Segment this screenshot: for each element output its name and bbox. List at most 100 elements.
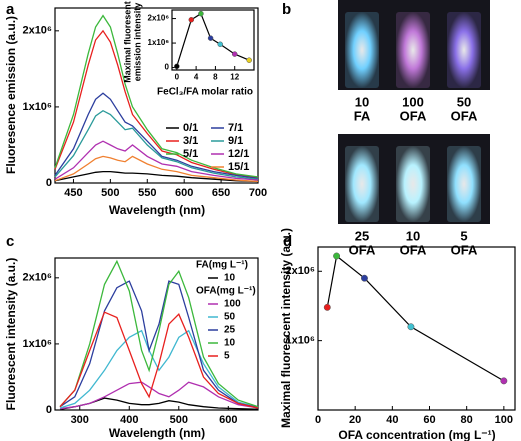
x-tick-label: 700 (249, 187, 267, 199)
x-tick-label: 600 (175, 187, 193, 199)
point (407, 323, 415, 331)
x-tick-label: 60 (423, 414, 435, 426)
y-tick-label: 1x10⁶ (148, 38, 170, 47)
x-axis-label: Wavelength (nm) (109, 203, 205, 217)
series-line (59, 280, 259, 409)
legend-label: 0/1 (183, 122, 198, 134)
legend-label: 25 (224, 325, 236, 336)
point (188, 17, 195, 23)
point (174, 63, 180, 70)
plot-frame (171, 9, 255, 71)
y-tick-label: 0 (46, 404, 52, 416)
plot-frame (54, 257, 259, 411)
y-axis-label: Fluorescent intensity (a.u.) (4, 258, 18, 411)
cuvette (447, 146, 481, 222)
y-tick-label: 2x10⁶ (22, 25, 52, 37)
inset-y-label: emission intensity (132, 3, 142, 82)
x-axis-label: Wavelength (nm) (109, 426, 205, 440)
x-tick-label: 500 (170, 414, 188, 426)
cuvette (345, 146, 379, 222)
y-axis-label: Maximal fluorescent intensity (a.u.) (279, 228, 293, 428)
x-tick-label: 650 (212, 187, 230, 199)
series-line (54, 109, 259, 180)
x-tick-label: 12 (230, 72, 239, 81)
x-tick-label: 100 (495, 414, 513, 426)
cuvette (345, 12, 379, 88)
connecting-line (326, 254, 505, 382)
point (323, 303, 331, 311)
y-tick-label: 0 (46, 177, 52, 189)
x-tick-label: 550 (138, 187, 156, 199)
series-line (54, 14, 259, 178)
legend-title: FA(mg L⁻¹) (196, 260, 248, 271)
cuvette (396, 12, 430, 88)
x-tick-label: 4 (194, 72, 199, 81)
legend-label: 5 (224, 351, 230, 362)
sample-name: OFA (451, 108, 478, 123)
panel-label: c (6, 233, 14, 250)
series-line (54, 170, 259, 183)
point (333, 252, 341, 260)
series-line (59, 259, 259, 408)
point (246, 57, 252, 63)
legend-label: 7/1 (228, 122, 243, 134)
sample-name: FA (354, 108, 371, 123)
plot-frame (317, 246, 516, 411)
series-line (54, 29, 259, 179)
x-tick-label: 80 (461, 414, 473, 426)
x-tick-label: 500 (101, 187, 119, 199)
y-tick-label: 1x10⁶ (285, 335, 315, 347)
sample-conc: 10 (406, 228, 420, 243)
y-tick-label: 1x10⁶ (22, 101, 52, 113)
x-tick-label: 8 (213, 72, 218, 81)
legend-label: 100 (224, 299, 241, 310)
inset-y-label: Maximal fluoresent (122, 1, 132, 83)
point (217, 41, 223, 48)
panel-label: d (283, 233, 292, 250)
point (231, 51, 238, 57)
y-tick-label: 2x10⁶ (285, 265, 315, 277)
sample-conc: 25 (355, 228, 369, 243)
series-line (59, 311, 259, 409)
legend-label: 12/1 (228, 148, 249, 160)
series-line (54, 140, 259, 181)
legend-title: OFA(mg L⁻¹) (196, 286, 256, 297)
sample-name: OFA (400, 108, 427, 123)
legend-label: 10 (224, 273, 236, 284)
x-tick-label: 0 (175, 72, 180, 81)
sample-conc: 5 (460, 228, 467, 243)
legend-label: 5/1 (183, 148, 198, 160)
cuvette (396, 146, 430, 222)
x-axis-label: OFA concentration (mg L⁻¹) (338, 428, 495, 441)
x-tick-label: 40 (386, 414, 398, 426)
sample-name: OFA (451, 242, 478, 257)
series-line (59, 329, 259, 409)
legend-label: 50 (224, 312, 236, 323)
sample-conc: 10 (355, 94, 369, 109)
point (361, 274, 368, 282)
y-tick-label: 1x10⁶ (22, 338, 52, 350)
legend-label: 9/1 (228, 135, 243, 147)
inset-x-label: FeCl₃/FA molar ratio (157, 87, 253, 98)
series-line (54, 92, 259, 180)
legend-label: 15/1 (228, 161, 249, 173)
x-tick-label: 450 (64, 187, 82, 199)
y-tick-label: 2x10⁶ (22, 272, 52, 284)
x-tick-label: 400 (120, 414, 138, 426)
series-line (54, 155, 259, 183)
cuvette (447, 12, 481, 88)
point (207, 35, 214, 41)
x-tick-label: 20 (349, 414, 361, 426)
plot-frame (54, 7, 259, 184)
x-tick-label: 0 (315, 414, 321, 426)
y-tick-label: 2x10⁶ (148, 14, 170, 23)
x-tick-label: 300 (71, 414, 89, 426)
legend-label: 3/1 (183, 135, 198, 147)
y-axis-label: Fluoresence emission (a.u.) (4, 16, 18, 174)
series-line (59, 381, 259, 410)
panel-label: b (282, 1, 291, 18)
x-tick-label: 600 (219, 414, 237, 426)
y-tick-label: 0 (165, 63, 170, 72)
panel-label: a (6, 1, 15, 18)
